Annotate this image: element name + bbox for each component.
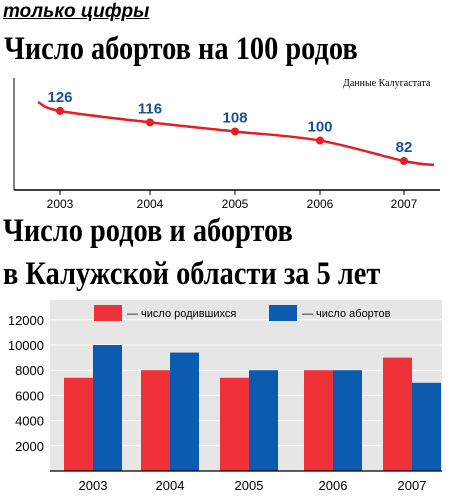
line-data-label: 82 [396,139,413,156]
bar-x-tick-label: 2006 [319,478,348,493]
line-data-label: 126 [47,89,72,106]
legend-swatch-births [94,305,122,321]
line-x-tick-label: 2007 [391,197,418,211]
bar-births [220,377,249,471]
line-data-label: 100 [307,119,332,136]
line-x-tick-label: 2003 [47,197,74,211]
line-data-label: 108 [222,109,247,126]
bar-chart-title-line2: в Калужской области за 5 лет [3,256,381,292]
bar-y-tick-label: 2000 [15,439,44,454]
bar-y-tick-label: 4000 [15,414,44,429]
bar-y-tick-label: 6000 [15,388,44,403]
bar-births [64,377,93,471]
section-tag-label: только цифры [3,1,150,22]
bar-births [141,370,170,471]
bar-y-tick-label: 12000 [8,313,44,328]
line-chart: 126 116 108 100 82 2003 2004 2005 2006 2007 [13,78,440,211]
bar-y-tick-label: 8000 [15,363,44,378]
line-x-tick-label: 2006 [307,197,334,211]
line-point [56,107,64,115]
bar-y-tick-label: 10000 [8,338,44,353]
line-chart-title: Число абортов на 100 родов [4,31,358,67]
line-point [146,118,154,127]
legend-label-births: — число родившихся [127,308,236,320]
bar-abortions [333,370,362,471]
legend-label-abortions: — число абортов [302,308,391,320]
bar-abortions [170,352,199,471]
section-tag: только цифры [3,1,149,23]
bar-x-tick-label: 2003 [79,478,108,493]
line-x-tick-label: 2004 [137,197,164,211]
line-point [316,136,324,145]
legend-swatch-abortions [269,305,297,321]
bar-x-tick-label: 2007 [398,478,427,493]
line-data-label: 116 [138,100,162,117]
line-x-tick-label: 2005 [222,197,249,211]
bar-chart: 12000 10000 8000 6000 4000 2000 2003 2004 2005 2… [8,300,442,493]
bar-abortions [412,382,441,471]
bar-x-tick-label: 2004 [156,478,185,493]
line-point [400,157,408,165]
line-point [231,127,239,136]
bar-chart-title-line1: Число родов и абортов [3,213,293,249]
bar-births [304,370,333,471]
bar-abortions [249,370,278,471]
bar-abortions [93,345,122,471]
bar-x-tick-label: 2005 [235,478,264,493]
data-source-note: Данные Калугастата [343,78,431,89]
bar-births [383,357,412,471]
